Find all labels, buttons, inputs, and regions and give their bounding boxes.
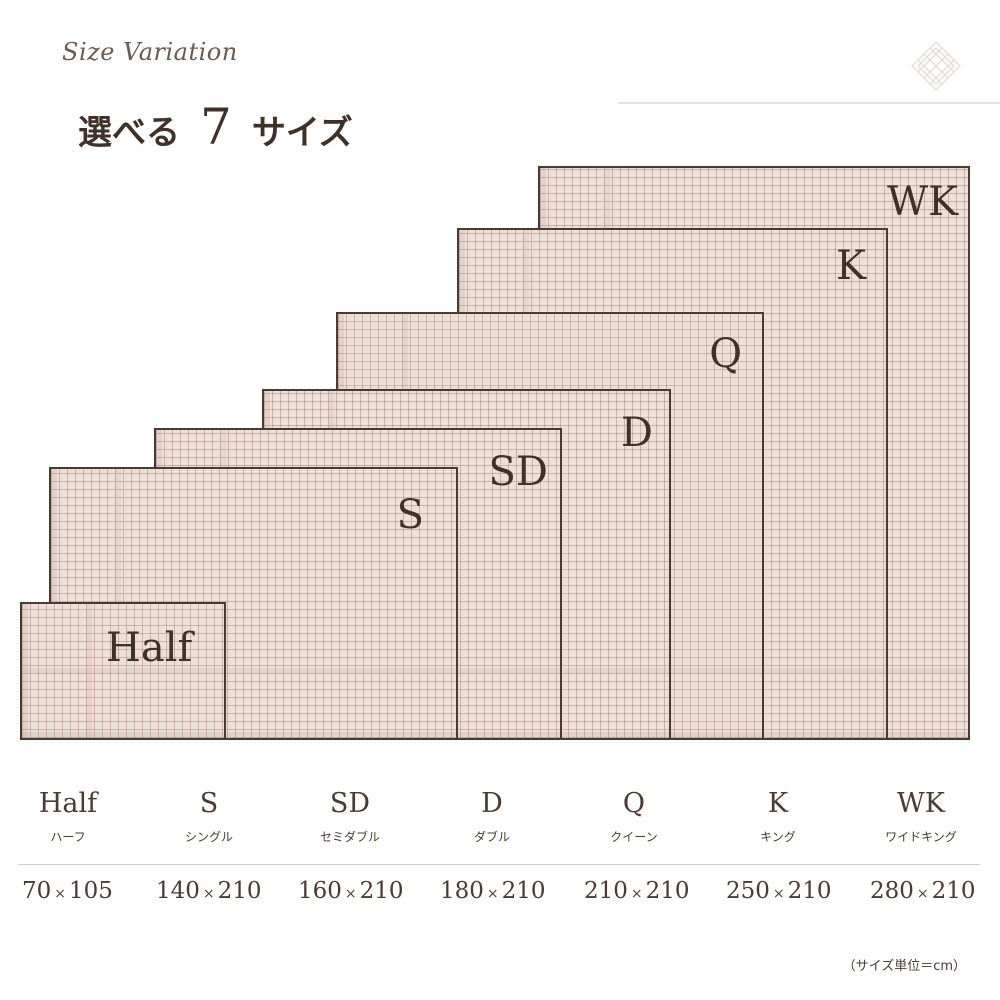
size-height: 210 [501, 878, 546, 904]
size-height: 105 [69, 878, 113, 904]
size-code: Half [38, 788, 98, 819]
size-code: D [481, 788, 503, 819]
table-divider [18, 864, 980, 865]
rug-label-k: K [836, 243, 866, 289]
size-height: 210 [359, 878, 404, 904]
size-width: 140 [156, 878, 200, 904]
size-column-wk: WK ワイドキング [851, 790, 991, 845]
rug-label-s: S [396, 492, 424, 538]
size-kana: ワイドキング [885, 830, 957, 844]
title-prefix: 選べる [78, 113, 180, 153]
size-width: 210 [584, 878, 628, 904]
size-column-half: Half ハーフ [0, 790, 138, 845]
times-sign: × [630, 886, 643, 902]
size-height: 210 [645, 878, 690, 904]
size-code: Q [622, 788, 646, 819]
lattice-diamond-icon [911, 41, 961, 91]
size-height: 210 [931, 878, 976, 904]
times-sign: × [772, 886, 785, 902]
size-dimensions-s: 140 × 210 [156, 878, 262, 904]
size-width: 160 [298, 878, 342, 904]
script-title: Size Variation [62, 38, 238, 66]
size-height: 210 [787, 878, 832, 904]
rug-label-q: Q [709, 331, 742, 377]
size-width: 280 [870, 878, 914, 904]
size-dimensions-sd: 160 × 210 [298, 878, 404, 904]
size-code: S [199, 788, 219, 819]
size-column-d: D ダブル [422, 790, 562, 845]
unit-note: （サイズ単位＝cm） [842, 959, 966, 974]
size-code: K [767, 788, 789, 819]
size-dimensions-wk: 280 × 210 [870, 878, 976, 904]
size-kana: セミダブル [319, 830, 380, 844]
size-code: SD [329, 788, 371, 819]
decorative-line [618, 102, 1000, 104]
rug-label-sd: SD [488, 449, 548, 495]
size-width: 250 [726, 878, 770, 904]
rug-size-illustration: WK K Q D SD S Half [20, 166, 970, 740]
size-column-s: S シングル [139, 790, 279, 845]
size-column-sd: SD セミダブル [280, 790, 420, 845]
times-sign: × [344, 886, 357, 902]
size-kana: シングル [184, 830, 233, 844]
title-number: 7 [200, 98, 232, 156]
times-sign: × [486, 886, 499, 902]
times-sign: × [54, 886, 67, 902]
size-code: WK [897, 788, 945, 819]
size-column-q: Q クイーン [564, 790, 704, 845]
size-dimensions-d: 180 × 210 [440, 878, 546, 904]
rug-half: Half [20, 602, 226, 740]
size-kana: ダブル [473, 830, 510, 844]
size-kana: ハーフ [50, 830, 86, 844]
page-title: 選べる 7 サイズ [78, 98, 353, 156]
size-height: 210 [217, 878, 262, 904]
rug-label-half: Half [106, 625, 193, 671]
title-suffix: サイズ [251, 113, 353, 153]
size-kana: クイーン [610, 830, 658, 844]
size-width: 70 [22, 878, 52, 904]
size-dimensions-q: 210 × 210 [584, 878, 690, 904]
size-column-k: K キング [708, 790, 848, 845]
size-dimensions-k: 250 × 210 [726, 878, 832, 904]
size-width: 180 [440, 878, 484, 904]
times-sign: × [202, 886, 215, 902]
rug-label-d: D [620, 410, 653, 456]
size-kana: キング [760, 830, 796, 844]
rug-label-wk: WK [887, 179, 958, 225]
size-dimensions-half: 70 × 105 [22, 878, 113, 904]
times-sign: × [916, 886, 929, 902]
